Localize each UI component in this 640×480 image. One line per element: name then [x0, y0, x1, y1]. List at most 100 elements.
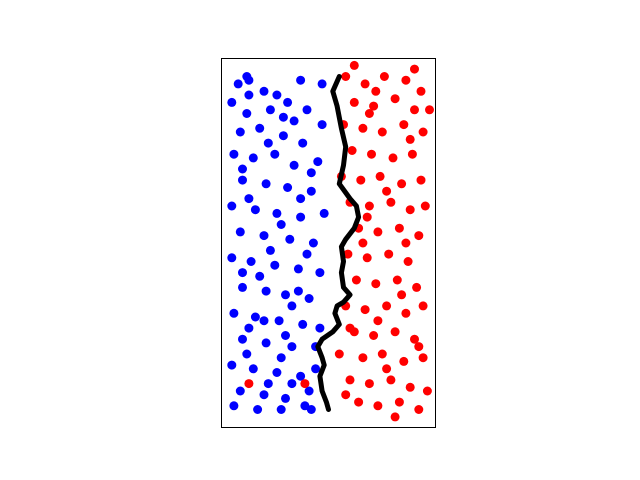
blue-data-point	[272, 368, 282, 377]
red-data-point	[358, 123, 368, 133]
red-data-point	[418, 353, 428, 363]
blue-data-point	[259, 390, 269, 400]
blue-data-point	[270, 149, 280, 159]
red-data-point	[343, 249, 353, 259]
blue-data-point	[302, 249, 312, 259]
blue-data-point	[229, 149, 239, 159]
red-data-point	[394, 397, 404, 407]
red-data-point	[382, 186, 392, 196]
red-data-point	[244, 379, 254, 389]
blue-data-point	[276, 353, 286, 363]
blue-data-point	[246, 257, 256, 266]
blue-data-point	[238, 334, 247, 344]
red-data-point	[341, 390, 351, 400]
red-data-point	[379, 72, 389, 81]
red-data-point	[364, 109, 374, 118]
blue-data-point	[255, 271, 265, 281]
blue-data-point	[261, 286, 271, 296]
blue-data-point	[298, 138, 308, 148]
blue-data-point	[238, 164, 247, 174]
blue-data-point	[244, 194, 254, 204]
blue-data-point	[281, 290, 290, 300]
blue-data-point	[227, 201, 237, 211]
red-data-point	[401, 308, 411, 318]
red-data-point	[373, 227, 383, 237]
red-data-point	[390, 327, 400, 337]
blue-data-point	[244, 323, 254, 333]
blue-data-point	[315, 268, 325, 278]
blue-data-point	[289, 160, 299, 170]
red-data-point	[388, 153, 398, 163]
red-data-point	[354, 397, 364, 407]
blue-data-point	[272, 208, 282, 218]
red-data-point	[351, 275, 361, 285]
red-data-point	[371, 86, 381, 96]
red-data-point	[386, 375, 396, 385]
blue-data-point	[227, 97, 237, 107]
red-data-point	[390, 94, 400, 104]
decision-boundary	[315, 74, 362, 412]
blue-data-point	[308, 238, 318, 248]
red-data-point	[392, 275, 402, 285]
red-data-point	[356, 175, 366, 185]
blue-data-point	[281, 393, 290, 403]
red-data-point	[412, 282, 422, 292]
red-data-point	[347, 146, 357, 155]
blue-data-point	[283, 183, 293, 192]
red-data-point	[394, 223, 404, 233]
data-points	[227, 60, 434, 422]
red-data-point	[414, 231, 424, 241]
blue-data-point	[229, 401, 239, 411]
red-data-point	[399, 356, 409, 366]
red-data-point	[386, 197, 396, 207]
red-data-point	[407, 149, 417, 159]
blue-data-point	[313, 157, 323, 167]
blue-data-point	[235, 227, 245, 237]
red-data-point	[405, 205, 415, 215]
red-data-point	[362, 212, 372, 222]
blue-data-point	[265, 245, 275, 255]
blue-data-point	[244, 90, 254, 100]
blue-data-point	[261, 338, 271, 348]
blue-data-point	[276, 220, 286, 229]
blue-data-point	[272, 90, 282, 100]
red-data-point	[358, 353, 368, 363]
blue-data-point	[306, 405, 316, 414]
red-data-point	[401, 75, 411, 85]
red-data-point	[358, 238, 368, 248]
blue-data-point	[319, 208, 329, 218]
red-data-point	[405, 134, 415, 144]
blue-data-point	[261, 179, 271, 189]
blue-data-point	[250, 205, 260, 215]
red-data-point	[410, 334, 419, 344]
axes-frame	[221, 58, 436, 428]
red-data-point	[390, 412, 400, 422]
red-data-point	[425, 105, 434, 115]
blue-data-point	[229, 308, 239, 318]
red-data-point	[405, 382, 415, 392]
blue-data-point	[306, 186, 316, 196]
blue-data-point	[287, 342, 297, 352]
red-data-point	[382, 364, 392, 374]
blue-data-point	[242, 349, 252, 359]
blue-data-point	[265, 105, 275, 115]
red-data-point	[401, 238, 411, 248]
red-data-point	[360, 305, 370, 315]
blue-data-point	[255, 123, 265, 133]
blue-data-point	[227, 360, 237, 370]
red-data-point	[360, 79, 370, 89]
red-data-point	[375, 171, 385, 181]
blue-data-point	[235, 127, 245, 137]
blue-data-point	[227, 253, 237, 263]
red-data-point	[345, 323, 355, 333]
red-data-point	[373, 401, 383, 411]
blue-data-point	[306, 168, 316, 178]
blue-data-point	[276, 405, 286, 414]
red-data-point	[418, 127, 428, 137]
blue-data-point	[248, 364, 258, 374]
blue-data-point	[242, 72, 252, 81]
red-data-point	[414, 342, 424, 352]
red-data-point	[349, 97, 359, 107]
blue-data-point	[296, 371, 306, 381]
blue-data-point	[283, 97, 293, 107]
